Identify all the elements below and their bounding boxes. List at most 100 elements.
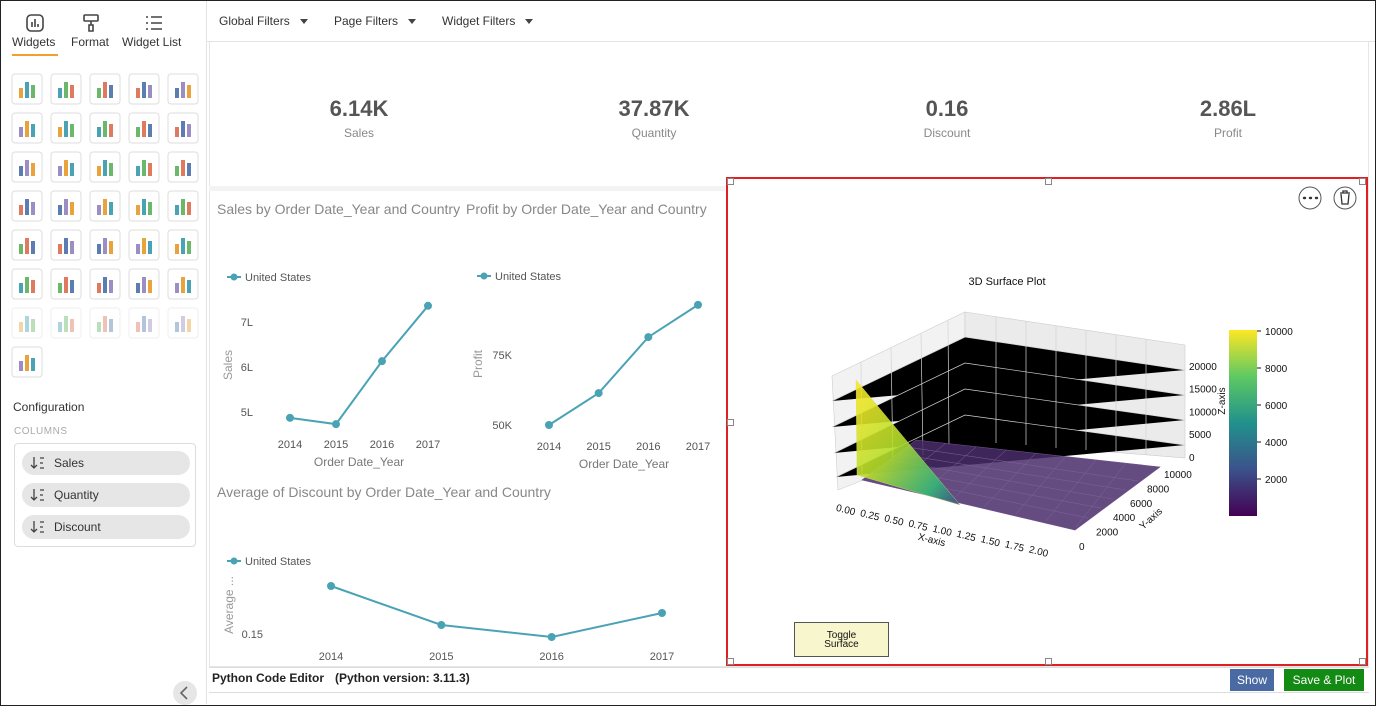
widget-icon[interactable]	[50, 73, 82, 105]
x-tick-label: 2014	[537, 441, 561, 453]
filter-dropdown[interactable]: Page Filters	[334, 14, 417, 28]
widget-icon[interactable]	[11, 73, 43, 105]
widget-icon[interactable]	[11, 229, 43, 261]
icon-glyph	[103, 277, 107, 293]
x-tick-label: 1.00	[931, 524, 953, 539]
widget-icon[interactable]	[167, 190, 199, 222]
sort-icon	[30, 457, 44, 469]
resize-handle[interactable]	[727, 658, 734, 665]
legend-label: United States	[245, 272, 312, 284]
y-axis-label: Sales	[221, 350, 235, 380]
icon-glyph	[25, 355, 29, 371]
resize-handle[interactable]	[1359, 178, 1366, 185]
widget-icon[interactable]	[11, 307, 43, 339]
filter-dropdown[interactable]: Global Filters	[219, 14, 308, 28]
y-tick-label: 6000	[1130, 499, 1153, 510]
icon-glyph	[31, 358, 35, 371]
data-point	[644, 333, 653, 342]
widget-icon[interactable]	[89, 307, 121, 339]
widget-icon[interactable]	[128, 307, 160, 339]
toggle-button[interactable]: Toggle Surface	[794, 622, 889, 657]
widget-icon[interactable]	[128, 151, 160, 183]
icon-glyph	[187, 163, 191, 176]
widget-icon[interactable]	[11, 151, 43, 183]
column-name: Sales	[54, 456, 85, 470]
widget-icon[interactable]	[128, 73, 160, 105]
widget-icon[interactable]	[11, 112, 43, 144]
icon-glyph	[25, 160, 29, 176]
icon-glyph	[70, 319, 74, 332]
resize-handle[interactable]	[1045, 658, 1052, 665]
data-point	[594, 389, 603, 398]
icon-glyph	[19, 361, 23, 371]
tab[interactable]: Format	[71, 35, 110, 49]
kpi-value: 2.86L	[1199, 96, 1257, 121]
widget-icon[interactable]	[11, 268, 43, 300]
widget-icon[interactable]	[128, 190, 160, 222]
widget-icon[interactable]	[167, 268, 199, 300]
widget-icon[interactable]	[167, 307, 199, 339]
x-tick-label: 2017	[686, 441, 710, 453]
resize-handle[interactable]	[1045, 178, 1052, 185]
widget-icon[interactable]	[50, 307, 82, 339]
x-tick-label: 1.75	[1004, 539, 1026, 554]
icon-glyph	[142, 82, 146, 98]
widget-icon[interactable]	[89, 112, 121, 144]
widget-icon[interactable]	[11, 190, 43, 222]
icon-glyph	[175, 166, 179, 176]
widget-icon[interactable]	[50, 112, 82, 144]
icon-glyph	[181, 316, 185, 332]
icon-glyph	[19, 127, 23, 137]
widget-icon[interactable]	[89, 229, 121, 261]
collapse-button[interactable]	[173, 681, 197, 705]
icon-glyph	[97, 166, 101, 176]
filter-bar: Global Filters Page Filters Widget Filte…	[207, 1, 1375, 42]
kpi-label: Quantity	[631, 126, 677, 140]
widget-icon[interactable]	[89, 268, 121, 300]
widget-icon[interactable]	[128, 229, 160, 261]
widget-icon[interactable]	[167, 151, 199, 183]
widget-icon[interactable]	[50, 190, 82, 222]
column-pill[interactable]: Quantity	[22, 483, 190, 507]
icon-glyph	[97, 88, 101, 98]
resize-handle[interactable]	[727, 178, 734, 185]
widget-icon[interactable]	[167, 73, 199, 105]
widget-icon[interactable]	[128, 112, 160, 144]
widget-icon[interactable]	[89, 190, 121, 222]
widget-icon[interactable]	[128, 268, 160, 300]
widget-icon[interactable]	[11, 346, 43, 378]
widget-icon[interactable]	[89, 151, 121, 183]
column-pill[interactable]: Discount	[22, 515, 190, 539]
y-tick-label: 6L	[241, 362, 253, 374]
surface-plot: 3D Surface Plot X-axis Y-axis Z-axis 0.0…	[831, 186, 1357, 560]
widget-icon[interactable]	[50, 229, 82, 261]
icon-glyph	[142, 316, 146, 332]
widget-icon[interactable]	[50, 268, 82, 300]
icon-glyph	[70, 85, 74, 98]
widget-icon[interactable]	[167, 229, 199, 261]
resize-handle[interactable]	[727, 419, 734, 426]
editor-version: (Python version: 3.11.3)	[335, 671, 470, 685]
delete-button[interactable]	[1333, 186, 1357, 210]
icon-glyph	[58, 166, 62, 176]
show-button[interactable]: Show	[1230, 669, 1274, 691]
save-plot-button[interactable]: Save & Plot	[1284, 669, 1364, 691]
widget-icon[interactable]	[167, 112, 199, 144]
sidebar: Widgets Format Widget List Configuration…	[1, 1, 207, 704]
tab[interactable]: Widget List	[122, 35, 182, 49]
python-widget[interactable]	[726, 177, 1368, 666]
icon-glyph	[109, 163, 113, 176]
icon-glyph	[58, 205, 62, 215]
widget-icon[interactable]	[89, 73, 121, 105]
filter-dropdown[interactable]: Widget Filters	[442, 14, 534, 28]
data-point	[547, 633, 556, 641]
kpi-label: Sales	[343, 126, 375, 140]
column-pill[interactable]: Sales	[22, 451, 190, 475]
icon-glyph	[142, 199, 146, 215]
widget-icon[interactable]	[50, 151, 82, 183]
tab[interactable]: Widgets	[12, 35, 56, 49]
resize-handle[interactable]	[1359, 658, 1366, 665]
y-tick-label: 0	[1079, 542, 1085, 553]
icon-glyph	[19, 205, 23, 215]
